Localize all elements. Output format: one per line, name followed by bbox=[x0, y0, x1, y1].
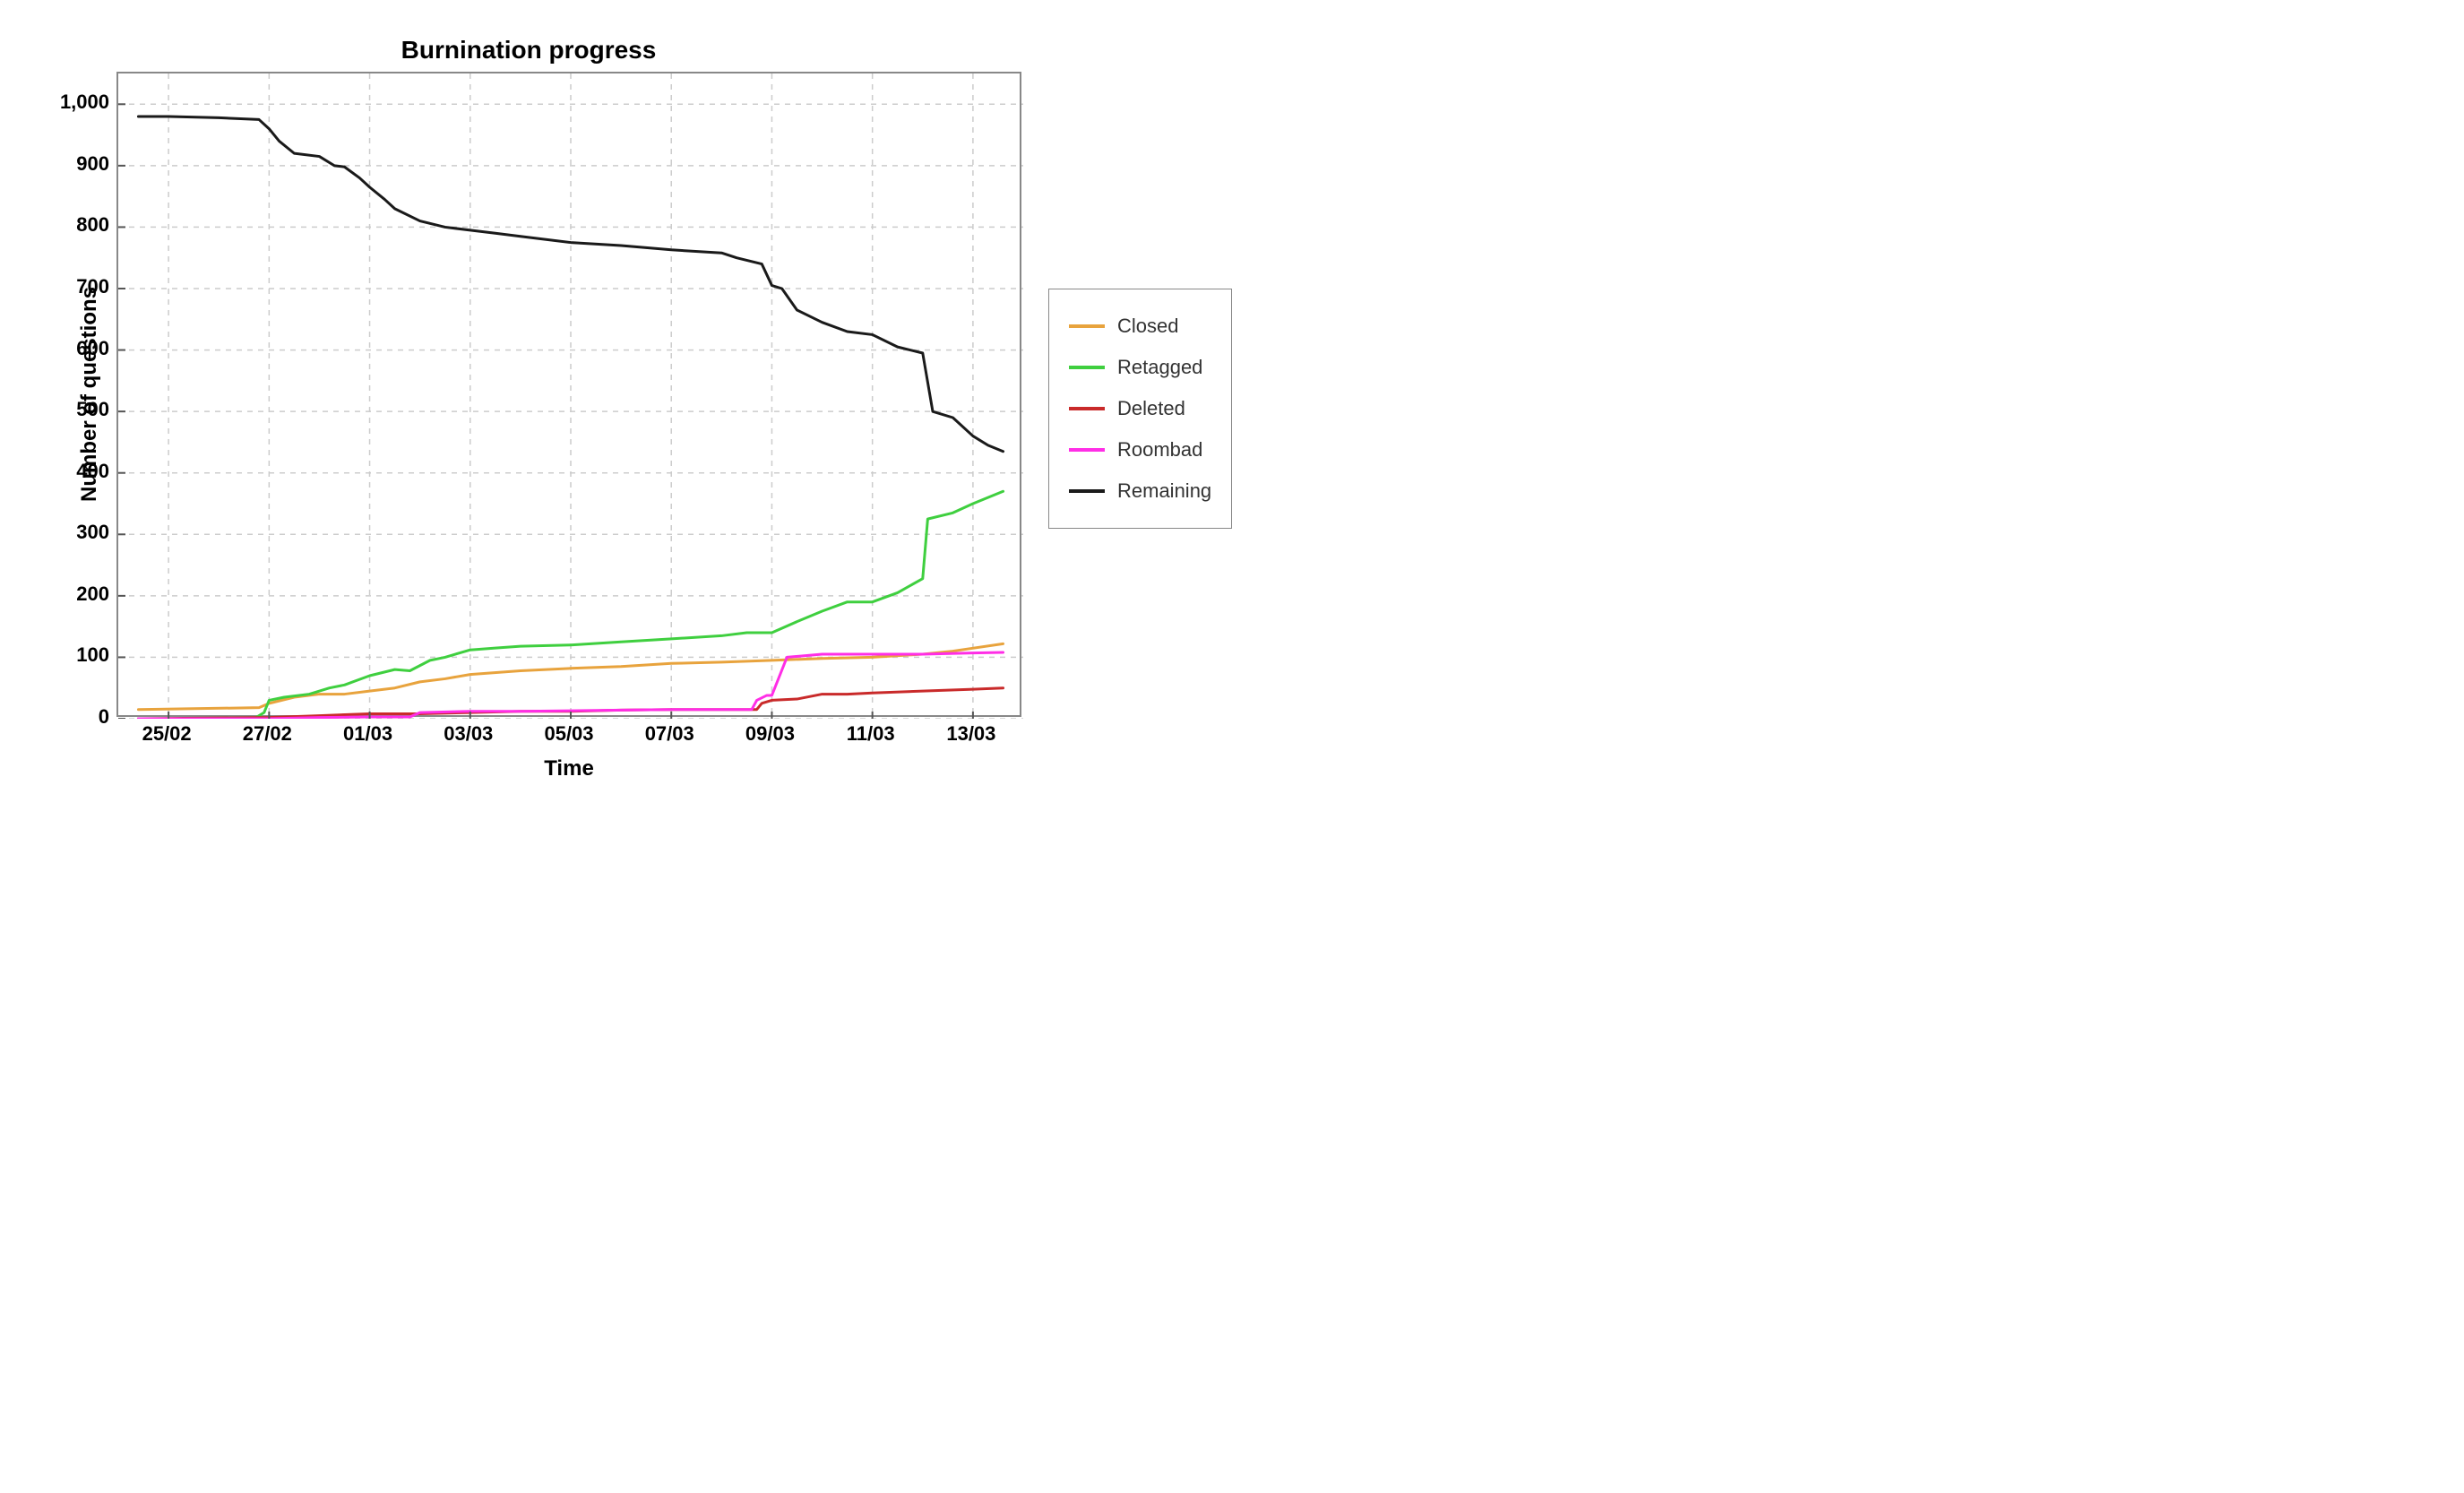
plot-area bbox=[116, 72, 1021, 717]
x-axis-ticks: 25/02 27/02 01/03 03/03 05/03 07/03 09/03 11/03… bbox=[116, 717, 1021, 747]
x-tick-label: 13/03 bbox=[946, 722, 995, 746]
legend: Closed Retagged Deleted Roombad Remaining bbox=[1048, 289, 1232, 529]
legend-label: Retagged bbox=[1117, 356, 1202, 379]
legend-item-deleted: Deleted bbox=[1069, 388, 1211, 429]
legend-swatch bbox=[1069, 489, 1105, 493]
y-tick-label: 300 bbox=[76, 521, 109, 544]
legend-label: Remaining bbox=[1117, 479, 1211, 503]
legend-swatch bbox=[1069, 407, 1105, 410]
x-tick-label: 05/03 bbox=[544, 722, 593, 746]
x-tick-label: 07/03 bbox=[645, 722, 694, 746]
y-tick-label: 700 bbox=[76, 275, 109, 298]
legend-swatch bbox=[1069, 366, 1105, 369]
y-tick-label: 900 bbox=[76, 152, 109, 176]
y-tick-label: 200 bbox=[76, 583, 109, 606]
x-tick-label: 01/03 bbox=[343, 722, 392, 746]
x-tick-label: 25/02 bbox=[142, 722, 192, 746]
legend-label: Closed bbox=[1117, 315, 1178, 338]
x-tick-label: 03/03 bbox=[444, 722, 493, 746]
legend-swatch bbox=[1069, 448, 1105, 452]
y-tick-label: 800 bbox=[76, 213, 109, 237]
chart-svg bbox=[118, 73, 1023, 719]
legend-item-retagged: Retagged bbox=[1069, 347, 1211, 388]
y-tick-label: 400 bbox=[76, 460, 109, 483]
y-tick-label: 0 bbox=[99, 705, 109, 729]
x-tick-label: 11/03 bbox=[847, 722, 895, 746]
x-tick-label: 09/03 bbox=[745, 722, 795, 746]
y-tick-label: 500 bbox=[76, 398, 109, 421]
y-tick-label: 600 bbox=[76, 337, 109, 360]
legend-item-roombad: Roombad bbox=[1069, 429, 1211, 470]
y-tick-label: 1,000 bbox=[60, 91, 109, 114]
legend-label: Deleted bbox=[1117, 397, 1185, 420]
y-tick-label: 100 bbox=[76, 643, 109, 667]
legend-swatch bbox=[1069, 324, 1105, 328]
y-axis-ticks: 01002003004005006007008009001,000 bbox=[36, 72, 116, 717]
x-axis-label: Time bbox=[116, 756, 1021, 781]
chart-title: Burnination progress bbox=[401, 36, 657, 65]
legend-item-closed: Closed bbox=[1069, 306, 1211, 347]
legend-label: Roombad bbox=[1117, 438, 1202, 462]
chart-container: Burnination progress Number of questions… bbox=[36, 36, 2428, 781]
legend-item-remaining: Remaining bbox=[1069, 470, 1211, 512]
x-tick-label: 27/02 bbox=[243, 722, 292, 746]
